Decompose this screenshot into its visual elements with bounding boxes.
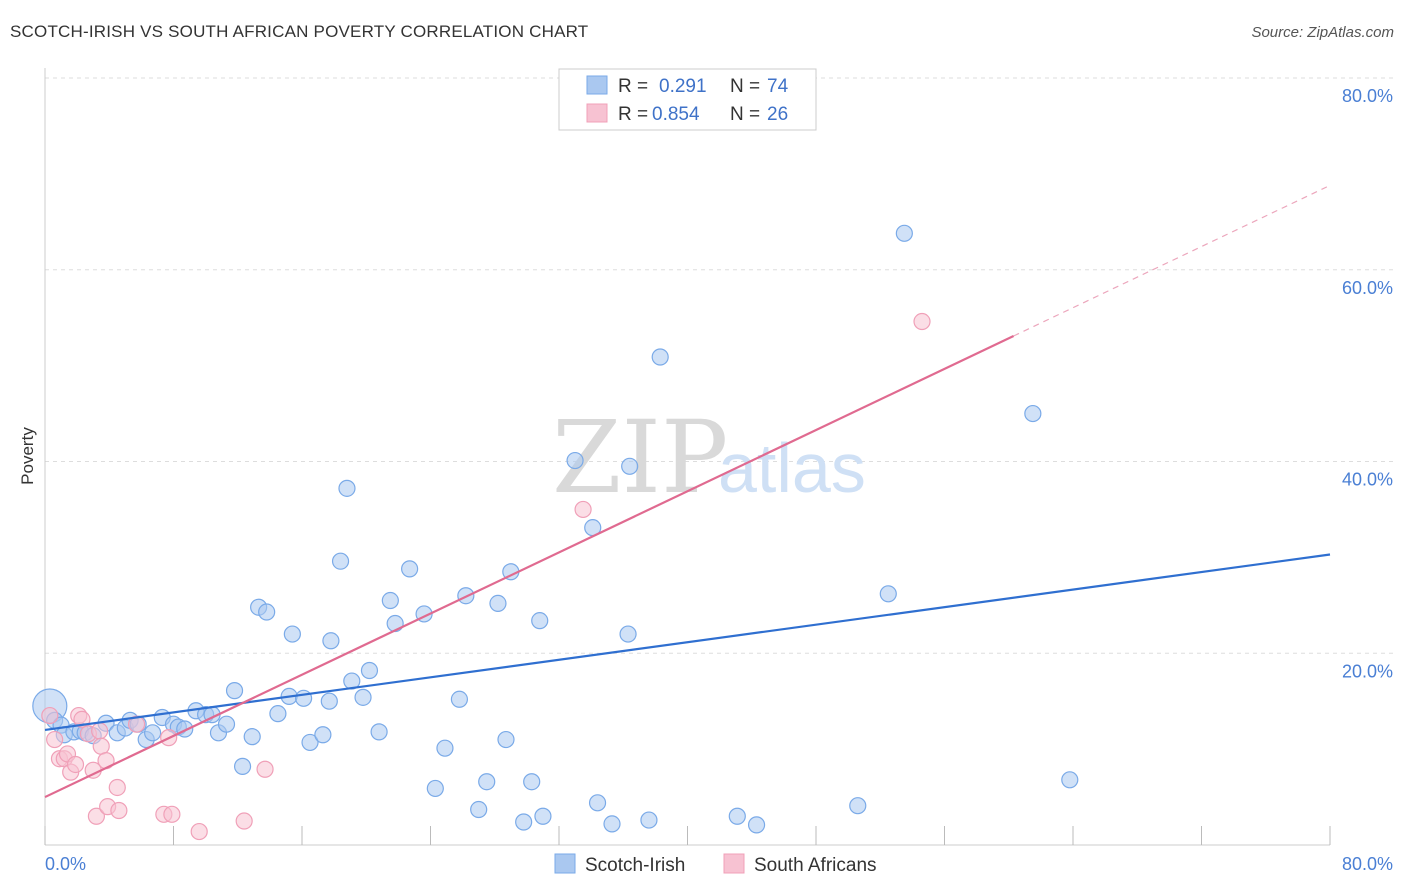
scotch-irish-point <box>301 733 319 752</box>
scotch-irish-point <box>243 728 261 746</box>
south-africans-point <box>66 755 85 774</box>
scotch-irish-point <box>144 724 162 742</box>
scotch-irish-point <box>450 690 469 708</box>
scotch-irish-point <box>497 730 515 749</box>
scotch-irish-point <box>360 661 379 680</box>
x-tick-label: 80.0% <box>1342 854 1393 874</box>
y-tick-label: 80.0% <box>1342 86 1393 106</box>
y-tick-label: 20.0% <box>1342 661 1393 681</box>
scotch-irish-point <box>233 757 252 775</box>
scotch-irish-point <box>489 594 507 612</box>
legend-r-value: 0.291 <box>659 76 707 97</box>
legend-n-value: 26 <box>767 104 788 125</box>
south-africans-point <box>235 812 253 830</box>
south-africans-point <box>110 801 128 820</box>
scotch-irish-point <box>640 811 658 829</box>
y-axis-label: Poverty <box>18 427 37 485</box>
scotch-irish-point <box>258 603 276 621</box>
scotch-irish-point <box>478 773 496 791</box>
y-tick-label: 40.0% <box>1342 470 1393 490</box>
grid-lines <box>45 77 1395 654</box>
scotch-irish-point <box>283 625 301 643</box>
scotch-irish-point <box>314 726 332 744</box>
south-africans-point <box>127 715 146 733</box>
south-africans-trend-extension <box>1013 184 1331 337</box>
legend-swatch-scotch-irish <box>586 75 608 95</box>
scotch-irish-point <box>1024 404 1042 423</box>
scotch-irish-point <box>1061 771 1079 789</box>
scotch-irish-point <box>354 688 372 706</box>
legend-n-value: 74 <box>767 76 789 97</box>
scotch-irish-point <box>603 815 621 833</box>
scotch-irish-point <box>588 794 607 812</box>
scotch-irish-point <box>436 739 454 757</box>
scotch-irish-point <box>534 807 552 825</box>
scotch-irish-point <box>370 723 388 741</box>
scotch-irish-point <box>849 797 867 815</box>
legend-r-label: R = <box>618 76 648 97</box>
scotch-irish-point <box>295 689 313 707</box>
south-africans-point <box>913 312 931 331</box>
scotch-irish-point <box>426 779 444 798</box>
scotch-irish-point <box>566 451 584 470</box>
scotch-irish-point <box>651 348 669 366</box>
scotch-irish-point <box>386 614 404 633</box>
legend-n-label: N = <box>730 76 760 97</box>
bottom-legend-south-africans: South Africans <box>754 855 877 876</box>
bottom-legend: Scotch-Irish South Africans <box>554 853 877 876</box>
scotch-irish-point <box>895 224 913 242</box>
south-africans-point <box>108 778 126 797</box>
trend-lines <box>44 184 1331 799</box>
legend-n-label: N = <box>730 104 760 125</box>
legend-r-value: 0.854 <box>652 104 700 125</box>
scotch-irish-point <box>269 705 287 723</box>
source-label: Source: ZipAtlas.com <box>1251 24 1394 41</box>
x-tick-labels: 0.0% 80.0% <box>45 854 1393 874</box>
south-africans-point <box>92 737 110 755</box>
scotch-irish-point <box>728 807 746 825</box>
bottom-legend-swatch-scotch-irish <box>554 853 576 874</box>
scotch-irish-point <box>621 457 639 475</box>
scotch-irish-point <box>879 585 897 603</box>
scotch-irish-point <box>331 552 350 570</box>
south-africans-trend-line <box>44 335 1015 799</box>
data-points <box>32 224 1079 841</box>
scotch-irish-point <box>320 692 338 710</box>
scotch-irish-point <box>523 773 541 791</box>
south-africans-point <box>190 822 208 841</box>
scotch-irish-point <box>470 800 488 819</box>
scotch-irish-point <box>619 625 637 643</box>
south-africans-point <box>574 500 592 519</box>
legend-swatch-south-africans <box>586 103 608 123</box>
scotch-irish-point <box>515 813 533 831</box>
bottom-legend-scotch-irish: Scotch-Irish <box>585 855 685 876</box>
south-africans-point <box>46 730 64 749</box>
legend-r-label: R = <box>618 104 648 125</box>
legend: R = 0.291 N = 74 R = 0.854 N = 26 <box>558 68 817 131</box>
x-tick-label: 0.0% <box>45 854 86 874</box>
south-africans-point <box>163 805 181 823</box>
scotch-irish-point <box>225 682 244 700</box>
south-africans-point <box>87 807 106 825</box>
south-africans-point <box>91 722 109 740</box>
scotch-irish-point <box>217 715 236 733</box>
south-africans-point <box>256 760 274 778</box>
scotch-irish-point <box>747 816 766 834</box>
scotch-irish-point <box>338 479 356 497</box>
chart-title: SCOTCH-IRISH VS SOUTH AFRICAN POVERTY CO… <box>10 22 589 41</box>
y-tick-label: 60.0% <box>1342 278 1393 298</box>
scotch-irish-point <box>401 560 419 578</box>
watermark: ZIP atlas <box>552 399 866 516</box>
bottom-legend-swatch-south-africans <box>723 853 745 874</box>
scotch-irish-point <box>531 612 549 630</box>
scotch-irish-trend-line <box>44 553 1331 732</box>
scotch-irish-point <box>322 632 340 650</box>
south-africans-point <box>41 706 59 725</box>
y-tick-labels: 20.0% 40.0% 60.0% 80.0% <box>1342 86 1393 681</box>
scotch-irish-point <box>381 591 399 610</box>
